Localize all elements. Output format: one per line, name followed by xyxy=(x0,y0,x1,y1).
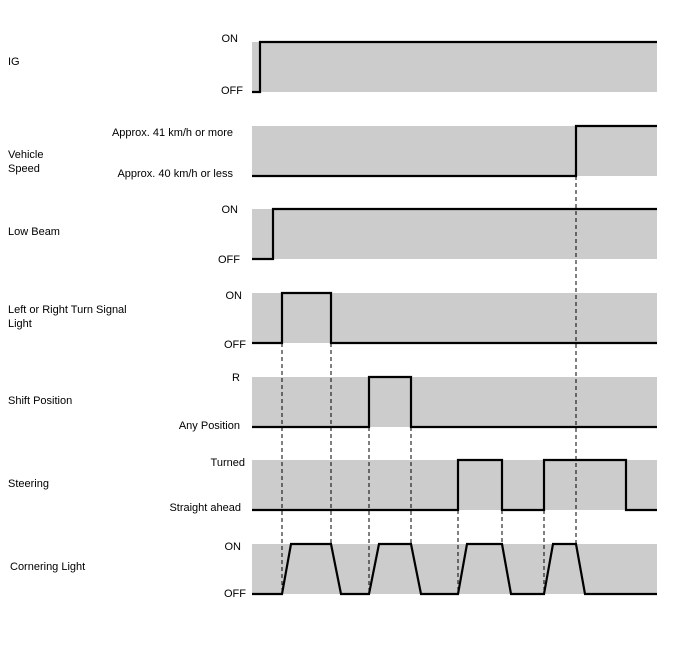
signal-name-turn-signal: Left or Right Turn Signal Light xyxy=(8,304,130,330)
low-label-low-beam: OFF xyxy=(218,254,240,266)
band-steering xyxy=(252,460,657,510)
waveform-steering xyxy=(252,458,657,512)
signal-bands xyxy=(252,42,657,594)
signal-name-steering: Steering xyxy=(8,478,49,490)
signal-name-cornering-light: Cornering Light xyxy=(10,561,85,573)
low-label-shift-position: Any Position xyxy=(179,420,240,432)
waveform-ig xyxy=(252,40,657,94)
signal-name-vehicle-speed: Vehicle Speed xyxy=(8,149,47,175)
waveform-turn-signal xyxy=(252,291,657,345)
signal-name-shift-position: Shift Position xyxy=(8,395,72,407)
signal-name-line: Vehicle xyxy=(8,149,43,161)
low-label-turn-signal: OFF xyxy=(224,339,246,351)
low-label-cornering-light: OFF xyxy=(224,588,246,600)
dashed-guides xyxy=(281,176,577,594)
level-labels: ON OFF Approx. 41 km/h or more Approx. 4… xyxy=(112,33,246,600)
signal-name-ig: IG xyxy=(8,56,20,68)
low-label-vehicle-speed: Approx. 40 km/h or less xyxy=(117,168,233,180)
waveform-cornering-light xyxy=(252,542,657,596)
high-label-ig: ON xyxy=(222,33,239,45)
band-cornering-light xyxy=(252,544,657,594)
signal-names: IG Vehicle Speed Low Beam Left or Right … xyxy=(8,56,130,573)
high-label-vehicle-speed: Approx. 41 km/h or more xyxy=(112,127,233,139)
signal-name-low-beam: Low Beam xyxy=(8,226,60,238)
band-low-beam xyxy=(252,209,657,259)
low-label-ig: OFF xyxy=(221,85,243,97)
band-vehicle-speed xyxy=(252,126,657,176)
band-ig xyxy=(252,42,657,92)
signal-name-line: Speed xyxy=(8,163,40,175)
band-shift-position xyxy=(252,377,657,427)
high-label-turn-signal: ON xyxy=(226,290,243,302)
band-turn-signal xyxy=(252,293,657,343)
high-label-shift-position: R xyxy=(232,372,240,384)
waveform-vehicle-speed xyxy=(252,124,657,178)
high-label-low-beam: ON xyxy=(222,204,239,216)
waveform-low-beam xyxy=(252,207,657,261)
high-label-steering: Turned xyxy=(211,457,245,469)
signal-name-line: Light xyxy=(8,318,32,330)
waveforms xyxy=(252,40,657,596)
signal-name-line: Left or Right Turn Signal xyxy=(8,304,127,316)
waveform-shift-position xyxy=(252,375,657,429)
low-label-steering: Straight ahead xyxy=(169,502,241,514)
high-label-cornering-light: ON xyxy=(225,541,242,553)
